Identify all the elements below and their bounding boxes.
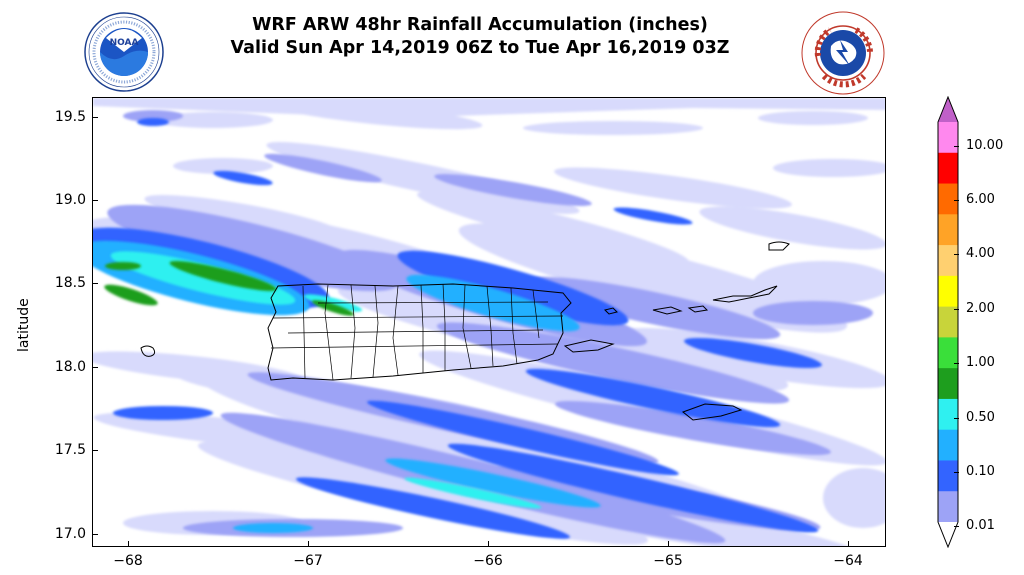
xtick-label: −66 bbox=[473, 553, 503, 569]
colorbar-tick bbox=[954, 200, 959, 201]
xtick-label: −64 bbox=[833, 553, 863, 569]
rain-level-400 bbox=[104, 261, 354, 316]
y-axis-label: latitude bbox=[16, 298, 32, 352]
colorbar-tick bbox=[954, 363, 959, 364]
mona-island-outline bbox=[140, 345, 156, 357]
ytick bbox=[92, 367, 98, 368]
bvi-outline bbox=[712, 285, 778, 303]
st-john-outline bbox=[687, 305, 709, 313]
xtick-label: −67 bbox=[293, 553, 323, 569]
colorbar-tick bbox=[954, 418, 959, 419]
colorbar-bin bbox=[938, 306, 958, 338]
xtick bbox=[848, 541, 849, 547]
xtick-label: −65 bbox=[653, 553, 683, 569]
colorbar-bin bbox=[938, 491, 958, 523]
xtick-label: −68 bbox=[113, 553, 143, 569]
colorbar-label: 0.01 bbox=[966, 518, 995, 533]
colorbar-tick bbox=[954, 146, 959, 147]
colorbar-bin bbox=[938, 460, 958, 492]
ytick bbox=[92, 117, 98, 118]
title-line-2: Valid Sun Apr 14,2019 06Z to Tue Apr 16,… bbox=[230, 38, 730, 58]
chart-title: WRF ARW 48hr Rainfall Accumulation (inch… bbox=[160, 14, 800, 60]
ytick-label: 18.5 bbox=[54, 275, 86, 291]
vieques-outline bbox=[563, 339, 615, 353]
title-line-1: WRF ARW 48hr Rainfall Accumulation (inch… bbox=[252, 15, 708, 35]
colorbar bbox=[937, 96, 959, 548]
ytick bbox=[92, 450, 98, 451]
ytick-label: 17.0 bbox=[54, 526, 86, 542]
colorbar-under-arrow bbox=[938, 522, 958, 547]
colorbar-label: 10.00 bbox=[966, 138, 1004, 153]
colorbar-bin bbox=[938, 183, 958, 215]
ytick-label: 18.0 bbox=[54, 359, 86, 375]
ytick-label: 17.5 bbox=[54, 442, 86, 458]
colorbar-bin bbox=[938, 152, 958, 185]
culebra-outline bbox=[604, 307, 618, 315]
puerto-rico-outline bbox=[267, 283, 572, 381]
noaa-logo: NOAA bbox=[84, 12, 164, 92]
xtick bbox=[128, 541, 129, 547]
colorbar-bin bbox=[938, 214, 958, 246]
colorbar-segments bbox=[938, 97, 958, 547]
colorbar-tick bbox=[954, 472, 959, 473]
municipality-lines bbox=[270, 283, 564, 381]
ytick bbox=[92, 283, 98, 284]
colorbar-tick bbox=[954, 309, 959, 310]
colorbar-bin bbox=[938, 275, 958, 308]
colorbar-bin bbox=[938, 337, 958, 369]
land-outlines bbox=[140, 241, 790, 421]
colorbar-label: 6.00 bbox=[966, 192, 995, 207]
ytick bbox=[92, 200, 98, 201]
colorbar-bin bbox=[938, 368, 958, 400]
ytick-label: 19.5 bbox=[54, 109, 86, 125]
ytick-label: 19.0 bbox=[54, 192, 86, 208]
rainfall-map bbox=[92, 97, 886, 547]
xtick bbox=[308, 541, 309, 547]
noaa-text: NOAA bbox=[110, 38, 139, 48]
ytick bbox=[92, 534, 98, 535]
colorbar-bin bbox=[938, 429, 958, 461]
xtick bbox=[668, 541, 669, 547]
colorbar-bin bbox=[938, 122, 958, 154]
colorbar-label: 1.00 bbox=[966, 355, 995, 370]
anegada-outline bbox=[768, 241, 790, 251]
colorbar-bin bbox=[938, 245, 958, 277]
colorbar-label: 2.00 bbox=[966, 301, 995, 316]
colorbar-label: 0.10 bbox=[966, 464, 995, 479]
nws-logo bbox=[801, 11, 885, 95]
colorbar-bin bbox=[938, 398, 958, 431]
rainfall-map-svg bbox=[93, 98, 885, 546]
colorbar-tick bbox=[954, 254, 959, 255]
xtick bbox=[488, 541, 489, 547]
st-thomas-outline bbox=[652, 306, 683, 315]
colorbar-tick bbox=[954, 526, 959, 527]
colorbar-label: 4.00 bbox=[966, 246, 995, 261]
st-croix-outline bbox=[681, 403, 743, 421]
colorbar-label: 0.50 bbox=[966, 410, 995, 425]
colorbar-over-arrow bbox=[938, 97, 958, 122]
